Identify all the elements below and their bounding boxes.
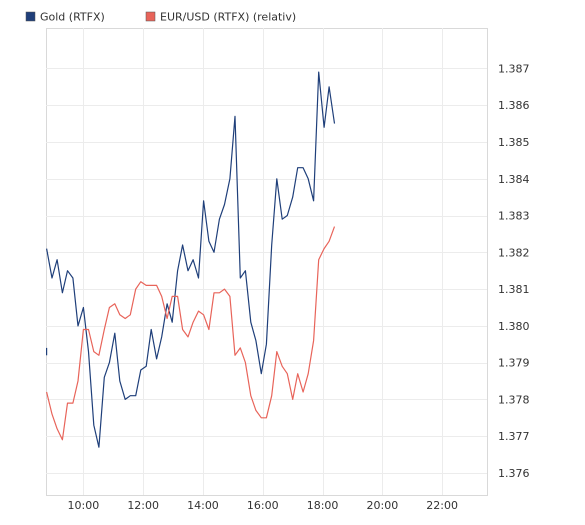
gridlines (46, 28, 487, 495)
legend-item: Gold (RTFX) (25, 11, 105, 24)
legend-label: EUR/USD (RTFX) (relativ) (160, 11, 296, 24)
y-tick-label: 1.380 (498, 320, 530, 333)
plot-area (46, 28, 488, 496)
x-tick-label: 10:00 (68, 499, 100, 512)
x-axis: 10:00 12:00 14:00 16:00 18:00 20:00 22:00 (68, 499, 458, 512)
legend-item: EUR/USD (RTFX) (relativ) (145, 11, 296, 24)
x-tick-label: 22:00 (426, 499, 458, 512)
y-tick-label: 1.383 (498, 210, 530, 223)
legend-swatch (145, 11, 156, 22)
legend-label: Gold (RTFX) (40, 11, 105, 24)
series-1 (46, 71, 336, 448)
x-tick-label: 14:00 (187, 499, 219, 512)
legend-swatch (25, 11, 36, 22)
y-tick-label: 1.382 (498, 246, 530, 259)
y-tick-label: 1.386 (498, 99, 530, 112)
y-tick-label: 1.376 (498, 467, 530, 480)
series-2 (46, 226, 336, 441)
y-tick-label: 1.378 (498, 393, 530, 406)
y-tick-label: 1.381 (498, 283, 530, 296)
series-line (46, 226, 336, 441)
x-tick-label: 20:00 (367, 499, 399, 512)
series-lines (46, 71, 336, 448)
x-tick-label: 16:00 (247, 499, 279, 512)
y-tick-label: 1.384 (498, 173, 530, 186)
y-tick-label: 1.385 (498, 136, 530, 149)
y-axis: 1.376 1.377 1.378 1.379 1.380 1.381 1.382 1.383… (498, 62, 530, 479)
legend: Gold (RTFX) EUR/USD (RTFX) (relativ) (25, 11, 296, 24)
x-tick-label: 12:00 (127, 499, 159, 512)
y-tick-label: 1.387 (498, 62, 530, 75)
series-line (46, 71, 336, 448)
y-tick-label: 1.377 (498, 430, 530, 443)
x-tick-label: 18:00 (307, 499, 339, 512)
y-tick-label: 1.379 (498, 357, 530, 370)
